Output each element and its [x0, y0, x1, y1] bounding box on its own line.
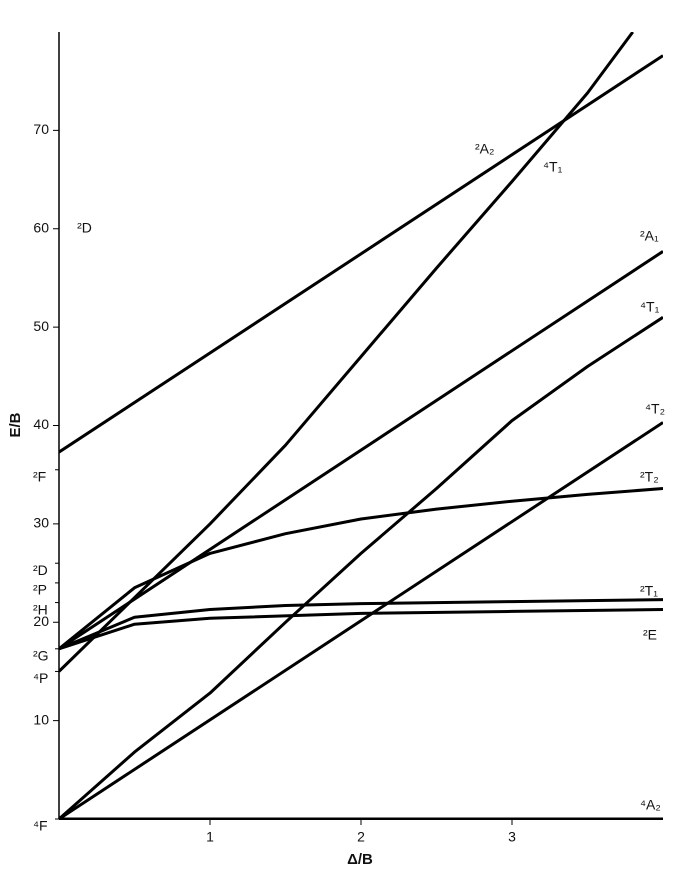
series-line	[59, 32, 635, 673]
term-label: ⁴P	[33, 670, 48, 686]
x-tick-label: 3	[508, 829, 516, 845]
series-label: ²A₂	[475, 141, 494, 157]
term-label: ²F	[33, 468, 46, 484]
x-tick-label: 1	[206, 829, 214, 845]
term-label: ²G	[33, 648, 49, 664]
series-label: ²E	[643, 627, 657, 643]
term-label: ²P	[33, 582, 47, 598]
series-label: ⁴A₂	[640, 797, 661, 813]
annotation: ²D	[77, 219, 92, 235]
series-label: ⁴T₁	[640, 299, 660, 315]
series-label: ²T₁	[640, 583, 658, 599]
series-line	[59, 421, 663, 820]
y-tick-label: 50	[33, 318, 49, 334]
series-label: ²T₂	[640, 469, 659, 485]
term-label: ²D	[33, 562, 48, 578]
y-tick-label: 20	[33, 613, 49, 629]
term-label: ²H	[33, 601, 48, 617]
series-line	[59, 598, 663, 651]
y-tick-label: 30	[33, 515, 49, 531]
series-line	[59, 316, 663, 820]
term-label: ⁴F	[33, 818, 48, 834]
plot-lines	[59, 32, 663, 820]
series-line	[59, 487, 663, 650]
y-axis-title: E/B	[7, 412, 24, 437]
series-label: ²A₁	[640, 228, 659, 244]
x-tick-label: 2	[357, 829, 365, 845]
series-label: ⁴T₁	[543, 159, 563, 175]
y-tick-label: 70	[33, 121, 49, 137]
series-line	[59, 54, 663, 454]
x-axis-title: Δ/B	[347, 851, 373, 868]
y-tick-label: 60	[33, 219, 49, 235]
y-tick-label: 40	[33, 416, 49, 432]
series-line	[59, 250, 663, 651]
series-line	[59, 608, 663, 651]
series-label: ⁴T₂	[645, 401, 665, 417]
y-tick-label: 10	[33, 711, 49, 727]
